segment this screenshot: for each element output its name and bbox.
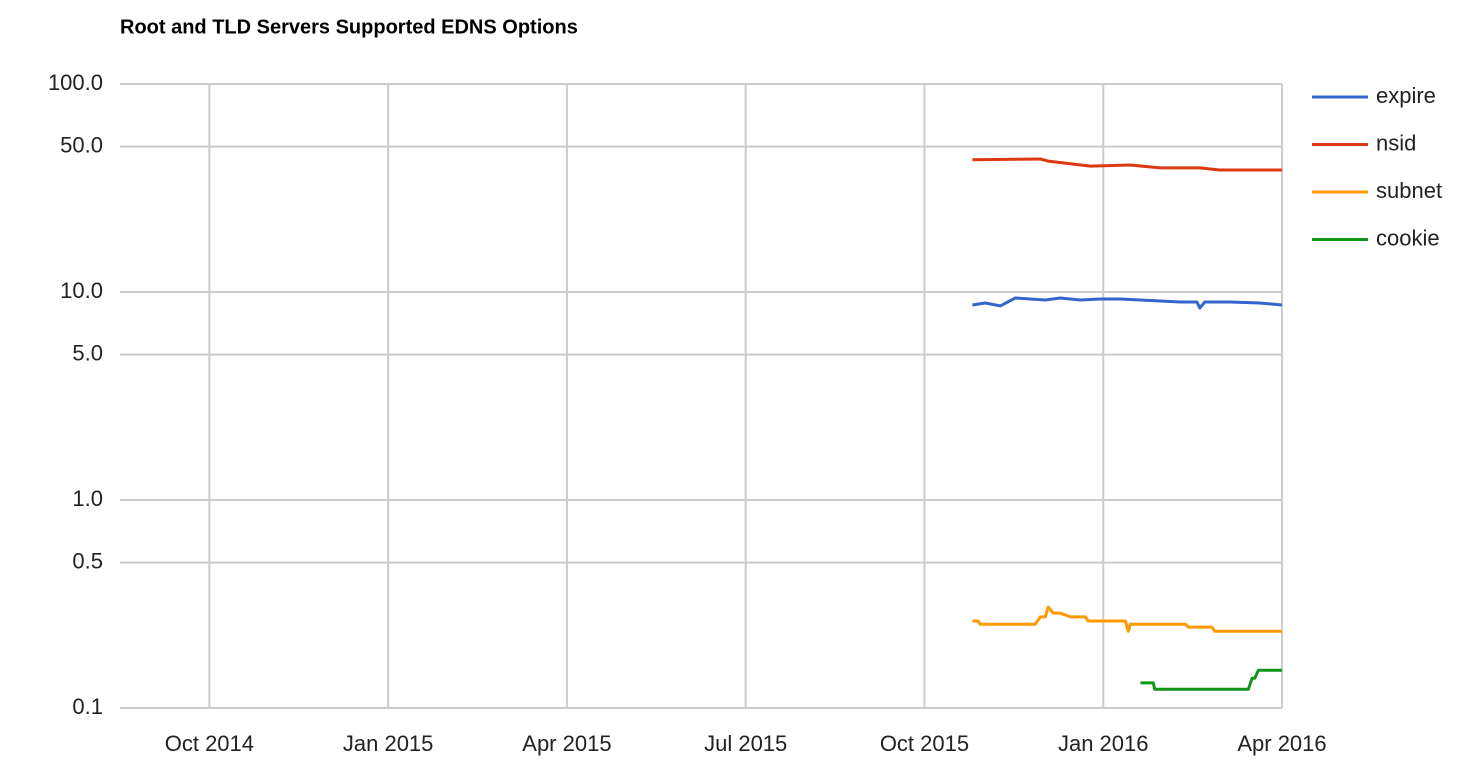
- chart-title: Root and TLD Servers Supported EDNS Opti…: [120, 16, 578, 38]
- x-tick-label: Oct 2015: [880, 731, 969, 756]
- x-tick-label: Jan 2016: [1058, 731, 1149, 756]
- x-tick-label: Oct 2014: [165, 731, 254, 756]
- x-tick-label: Apr 2016: [1237, 731, 1326, 756]
- y-tick-label: 50.0: [60, 132, 103, 157]
- line-series: [972, 157, 1282, 172]
- x-tick-label: Apr 2015: [522, 731, 611, 756]
- y-tick-label: 1.0: [72, 486, 103, 511]
- y-tick-label: 100.0: [48, 70, 103, 95]
- x-tick-label: Jul 2015: [704, 731, 787, 756]
- legend-label: nsid: [1376, 130, 1416, 155]
- line-series: [972, 605, 1282, 633]
- line-series: [972, 296, 1283, 310]
- legend-label: cookie: [1376, 225, 1440, 250]
- x-tick-label: Jan 2015: [343, 731, 434, 756]
- y-tick-label: 10.0: [60, 278, 103, 303]
- y-tick-label: 5.0: [72, 340, 103, 365]
- y-tick-label: 0.1: [72, 694, 103, 719]
- legend-label: subnet: [1376, 178, 1442, 203]
- line-series: [1140, 668, 1282, 691]
- legend-label: expire: [1376, 83, 1436, 108]
- y-tick-label: 0.5: [72, 548, 103, 573]
